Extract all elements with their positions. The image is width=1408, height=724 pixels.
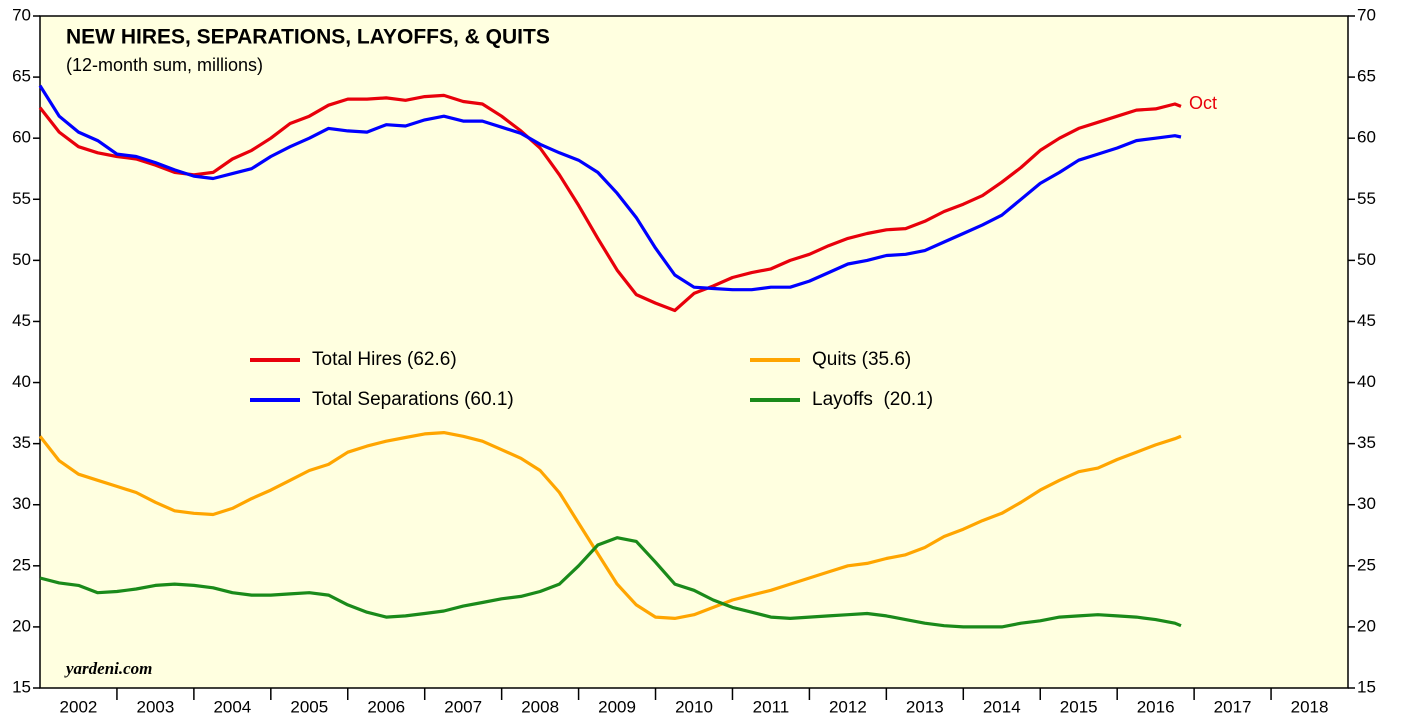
plot-area [39,15,1349,689]
x-tick-label: 2003 [136,697,174,716]
y-tick-label: 45 [12,311,31,330]
y2-tick-label: 70 [1357,5,1376,24]
x-tick-label: 2002 [60,697,98,716]
x-tick-label: 2018 [1291,697,1329,716]
chart-title: NEW HIRES, SEPARATIONS, LAYOFFS, & QUITS [66,26,550,49]
y-tick-label: 55 [12,189,31,208]
y2-tick-label: 15 [1357,677,1376,696]
y2-tick-label: 55 [1357,189,1376,208]
series-line [39,536,1182,629]
chart-subtitle: (12-month sum, millions) [66,55,263,75]
x-tick-label: 2008 [521,697,559,716]
series-line [38,93,1182,313]
y-tick-label: 40 [12,372,31,391]
y2-tick-label: 20 [1357,616,1376,635]
legend-label: Total Separations (60.1) [312,389,514,410]
y-tick-label: 20 [12,616,31,635]
y-tick-label: 50 [12,250,31,269]
y-tick-label: 65 [12,67,31,86]
x-tick-label: 2016 [1137,697,1175,716]
series-line [38,431,1182,620]
x-tick-label: 2012 [829,697,867,716]
x-tick-label: 2005 [290,697,328,716]
legend-label: Layoffs (20.1) [812,389,933,410]
x-tick-label: 2006 [367,697,405,716]
x-tick-label: 2013 [906,697,944,716]
x-tick-label: 2004 [213,697,251,716]
x-tick-label: 2009 [598,697,636,716]
y-tick-label: 35 [12,433,31,452]
y2-tick-label: 35 [1357,433,1376,452]
legend-label: Total Hires (62.6) [312,349,457,370]
y2-tick-label: 40 [1357,372,1376,391]
x-tick-label: 2017 [1214,697,1252,716]
annotation: Oct [1189,93,1217,113]
y2-tick-label: 60 [1357,128,1376,147]
x-tick-label: 2011 [753,697,790,716]
y2-tick-label: 45 [1357,311,1376,330]
y-tick-label: 25 [12,555,31,574]
x-tick-label: 2007 [444,697,482,716]
y2-tick-label: 25 [1357,555,1376,574]
y-tick-label: 60 [12,128,31,147]
series-line [38,84,1182,292]
x-tick-label: 2014 [983,697,1021,716]
y-tick-label: 70 [12,5,31,24]
legend-label: Quits (35.6) [812,349,911,370]
y2-tick-label: 65 [1357,67,1376,86]
y-tick-label: 15 [12,677,31,696]
source: yardeni.com [64,659,152,678]
y2-tick-label: 50 [1357,250,1376,269]
x-tick-label: 2010 [675,697,713,716]
y-tick-label: 30 [12,494,31,513]
x-tick-label: 2015 [1060,697,1098,716]
y2-tick-label: 30 [1357,494,1376,513]
